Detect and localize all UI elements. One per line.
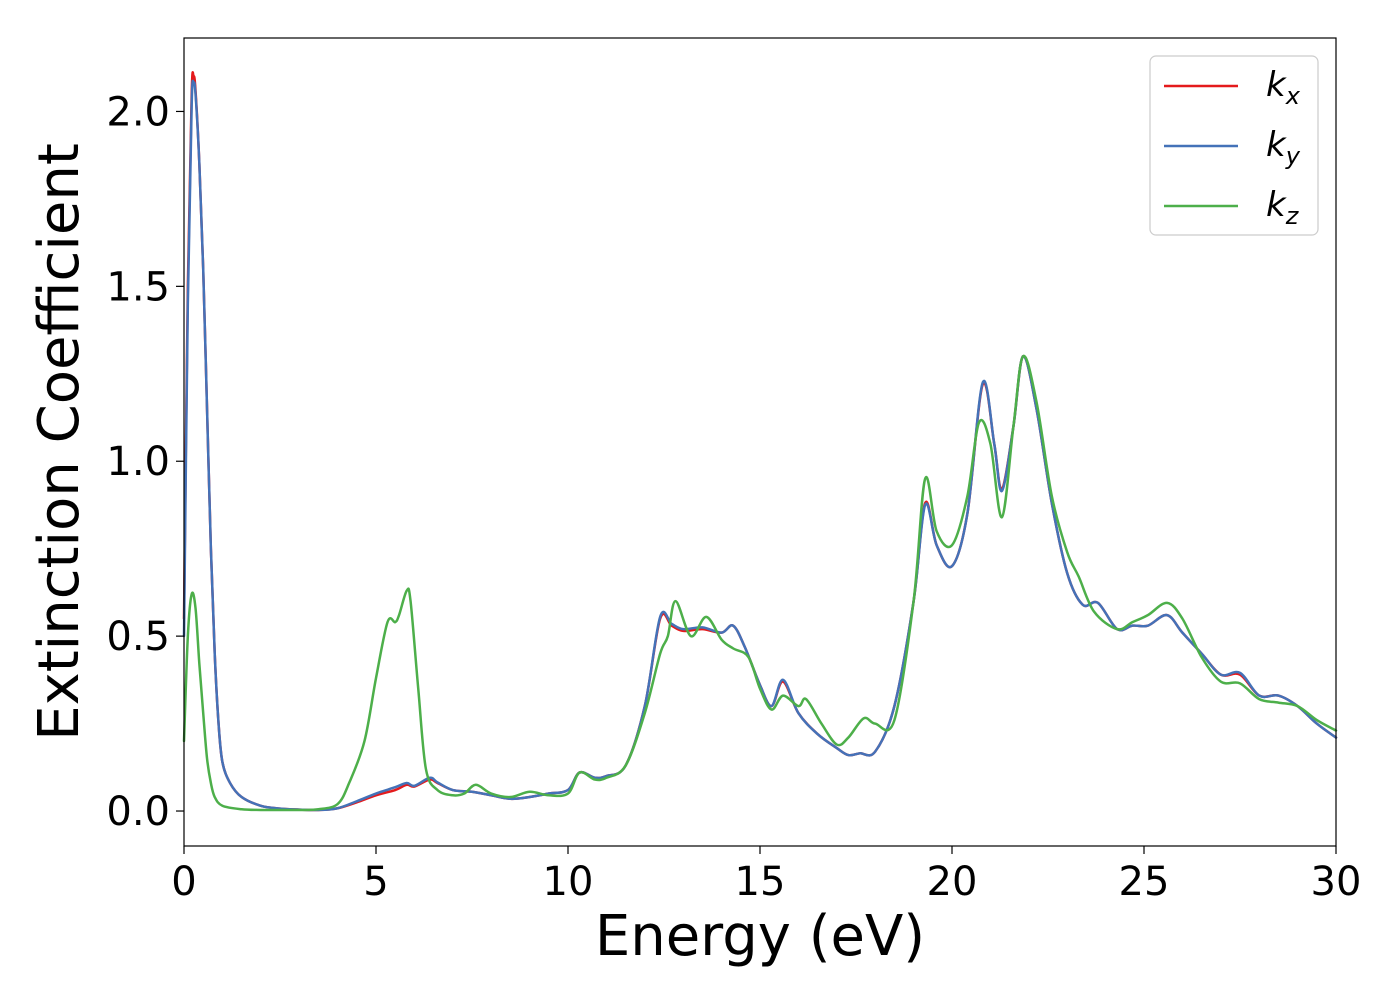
legend-label-z: kz [1266,185,1300,230]
legend: kx ky kz [1149,55,1319,236]
x-axis-label: Energy (eV) [595,904,925,969]
x-tick-label: 25 [1119,859,1170,905]
series-line-ky [182,79,1338,812]
x-tick-label: 15 [735,859,786,905]
x-axis: 0 5 10 15 20 25 30 [171,846,1361,905]
x-tick-label: 0 [171,859,196,905]
y-axis-label: Extinction Coefficient [27,143,92,741]
x-tick-label: 5 [363,859,388,905]
y-tick-label: 2.0 [106,89,170,135]
series-layer [182,71,1338,812]
legend-label-y: ky [1266,125,1301,170]
y-axis: 0.0 0.5 1.0 1.5 2.0 [106,89,184,835]
y-tick-label: 0.0 [106,789,170,835]
series-line-kz [182,354,1338,812]
x-tick-label: 30 [1311,859,1362,905]
y-tick-label: 1.0 [106,439,170,485]
x-tick-label: 20 [927,859,978,905]
legend-label-x: kx [1266,65,1301,110]
x-tick-label: 10 [543,859,594,905]
y-tick-label: 0.5 [106,614,170,660]
y-tick-label: 1.5 [106,264,170,310]
